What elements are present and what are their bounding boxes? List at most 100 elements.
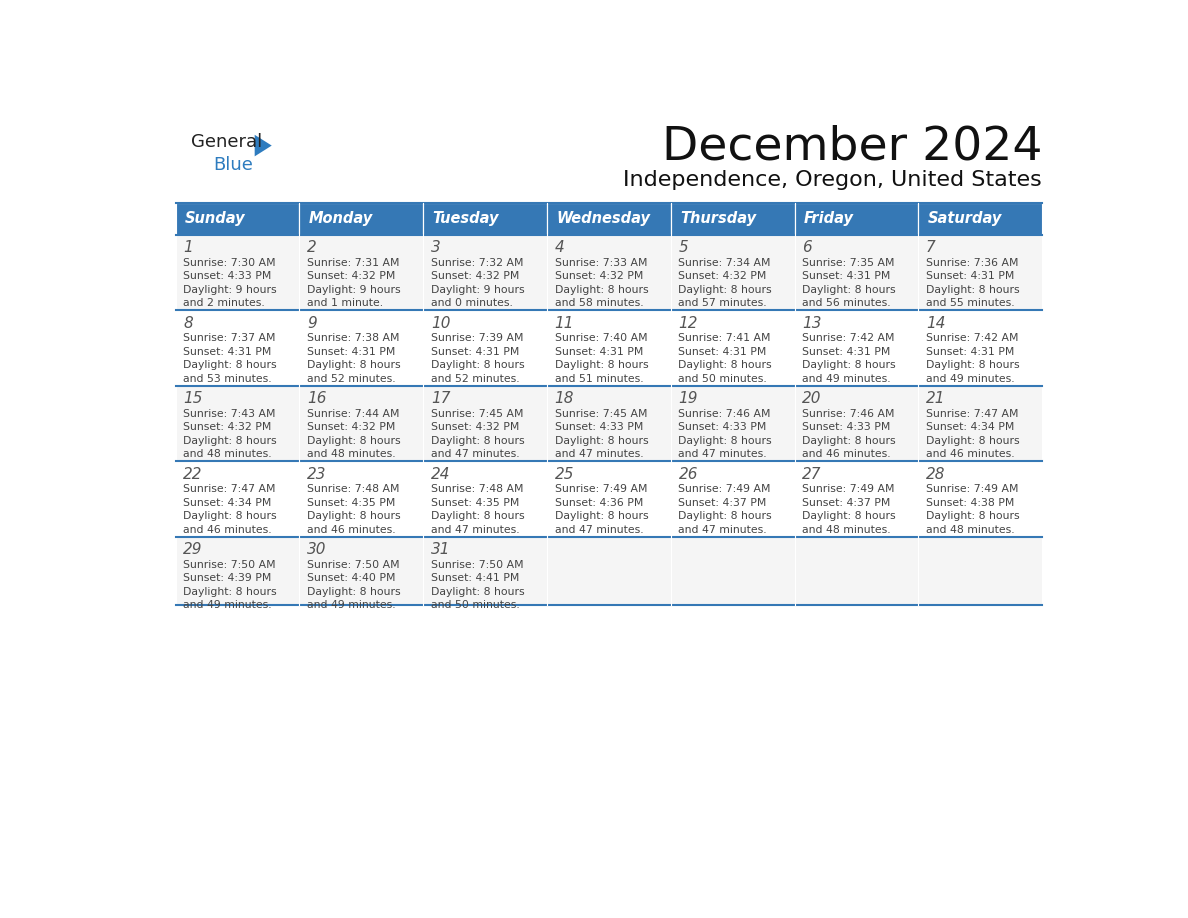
- Bar: [546, 310, 671, 386]
- Text: Daylight: 9 hours: Daylight: 9 hours: [308, 285, 400, 295]
- Text: Daylight: 8 hours: Daylight: 8 hours: [927, 436, 1019, 446]
- Text: and 0 minutes.: and 0 minutes.: [431, 298, 513, 308]
- Text: Sunday: Sunday: [185, 211, 246, 226]
- Text: Saturday: Saturday: [928, 211, 1001, 226]
- Bar: [918, 537, 1042, 604]
- Bar: [423, 537, 546, 604]
- Text: Sunrise: 7:36 AM: Sunrise: 7:36 AM: [927, 258, 1018, 268]
- Text: Sunset: 4:32 PM: Sunset: 4:32 PM: [431, 422, 519, 432]
- Text: Sunrise: 7:40 AM: Sunrise: 7:40 AM: [555, 333, 647, 343]
- Text: and 47 minutes.: and 47 minutes.: [555, 449, 644, 459]
- Text: and 49 minutes.: and 49 minutes.: [308, 600, 396, 610]
- Text: Sunrise: 7:46 AM: Sunrise: 7:46 AM: [678, 409, 771, 419]
- Text: Sunrise: 7:32 AM: Sunrise: 7:32 AM: [431, 258, 524, 268]
- Text: 15: 15: [183, 391, 203, 406]
- Bar: [176, 310, 299, 386]
- Text: and 46 minutes.: and 46 minutes.: [802, 449, 891, 459]
- Text: Daylight: 8 hours: Daylight: 8 hours: [183, 361, 277, 370]
- Text: and 46 minutes.: and 46 minutes.: [927, 449, 1015, 459]
- Bar: [795, 310, 918, 386]
- Bar: [918, 386, 1042, 461]
- Text: and 46 minutes.: and 46 minutes.: [183, 525, 272, 535]
- Text: 2: 2: [308, 241, 317, 255]
- Text: Daylight: 8 hours: Daylight: 8 hours: [555, 511, 649, 521]
- Text: and 57 minutes.: and 57 minutes.: [678, 298, 767, 308]
- Bar: [423, 386, 546, 461]
- Text: Sunset: 4:31 PM: Sunset: 4:31 PM: [308, 347, 396, 357]
- Text: Daylight: 9 hours: Daylight: 9 hours: [183, 285, 277, 295]
- Text: Daylight: 8 hours: Daylight: 8 hours: [802, 285, 896, 295]
- Text: Sunrise: 7:47 AM: Sunrise: 7:47 AM: [183, 485, 276, 495]
- Text: and 1 minute.: and 1 minute.: [308, 298, 384, 308]
- Bar: [795, 203, 918, 235]
- Text: and 2 minutes.: and 2 minutes.: [183, 298, 265, 308]
- Bar: [795, 537, 918, 604]
- Text: 27: 27: [802, 466, 822, 482]
- Text: Sunrise: 7:30 AM: Sunrise: 7:30 AM: [183, 258, 276, 268]
- Text: and 48 minutes.: and 48 minutes.: [183, 449, 272, 459]
- Text: 20: 20: [802, 391, 822, 406]
- Bar: [671, 310, 795, 386]
- Text: Daylight: 8 hours: Daylight: 8 hours: [183, 587, 277, 597]
- Text: Daylight: 8 hours: Daylight: 8 hours: [555, 285, 649, 295]
- Text: 18: 18: [555, 391, 574, 406]
- Text: Sunset: 4:38 PM: Sunset: 4:38 PM: [927, 498, 1015, 508]
- Text: Sunset: 4:31 PM: Sunset: 4:31 PM: [927, 347, 1015, 357]
- Text: Daylight: 8 hours: Daylight: 8 hours: [431, 436, 525, 446]
- Text: Sunset: 4:32 PM: Sunset: 4:32 PM: [678, 272, 767, 282]
- Text: Sunrise: 7:49 AM: Sunrise: 7:49 AM: [555, 485, 647, 495]
- Text: Daylight: 8 hours: Daylight: 8 hours: [183, 511, 277, 521]
- Text: Sunset: 4:33 PM: Sunset: 4:33 PM: [555, 422, 643, 432]
- Text: Sunrise: 7:37 AM: Sunrise: 7:37 AM: [183, 333, 276, 343]
- Bar: [176, 386, 299, 461]
- Text: Sunrise: 7:45 AM: Sunrise: 7:45 AM: [431, 409, 524, 419]
- Text: 13: 13: [802, 316, 822, 330]
- Text: and 49 minutes.: and 49 minutes.: [927, 374, 1015, 384]
- Text: 26: 26: [678, 466, 699, 482]
- Bar: [423, 203, 546, 235]
- Text: and 55 minutes.: and 55 minutes.: [927, 298, 1015, 308]
- Bar: [176, 461, 299, 537]
- Text: Sunrise: 7:50 AM: Sunrise: 7:50 AM: [308, 560, 400, 570]
- Text: and 52 minutes.: and 52 minutes.: [431, 374, 519, 384]
- Text: Sunset: 4:31 PM: Sunset: 4:31 PM: [802, 272, 891, 282]
- Text: Sunrise: 7:49 AM: Sunrise: 7:49 AM: [678, 485, 771, 495]
- Text: Daylight: 8 hours: Daylight: 8 hours: [678, 285, 772, 295]
- Bar: [795, 386, 918, 461]
- Text: Daylight: 8 hours: Daylight: 8 hours: [308, 587, 400, 597]
- Text: December 2024: December 2024: [662, 124, 1042, 169]
- Text: Daylight: 8 hours: Daylight: 8 hours: [927, 361, 1019, 370]
- Bar: [671, 203, 795, 235]
- Text: Sunrise: 7:33 AM: Sunrise: 7:33 AM: [555, 258, 647, 268]
- Text: Sunset: 4:34 PM: Sunset: 4:34 PM: [183, 498, 272, 508]
- Text: 30: 30: [308, 543, 327, 557]
- Text: 29: 29: [183, 543, 203, 557]
- Text: and 48 minutes.: and 48 minutes.: [802, 525, 891, 535]
- Text: Daylight: 8 hours: Daylight: 8 hours: [183, 436, 277, 446]
- Text: Sunrise: 7:50 AM: Sunrise: 7:50 AM: [183, 560, 276, 570]
- Text: Independence, Oregon, United States: Independence, Oregon, United States: [624, 170, 1042, 190]
- Text: Sunset: 4:33 PM: Sunset: 4:33 PM: [678, 422, 767, 432]
- Text: 3: 3: [431, 241, 441, 255]
- Text: Daylight: 8 hours: Daylight: 8 hours: [802, 511, 896, 521]
- Text: and 46 minutes.: and 46 minutes.: [308, 525, 396, 535]
- Text: Sunrise: 7:42 AM: Sunrise: 7:42 AM: [927, 333, 1018, 343]
- Bar: [423, 310, 546, 386]
- Text: Sunrise: 7:49 AM: Sunrise: 7:49 AM: [802, 485, 895, 495]
- Text: Daylight: 8 hours: Daylight: 8 hours: [927, 285, 1019, 295]
- Text: and 48 minutes.: and 48 minutes.: [308, 449, 396, 459]
- Bar: [546, 235, 671, 310]
- Text: 5: 5: [678, 241, 688, 255]
- Text: Sunrise: 7:48 AM: Sunrise: 7:48 AM: [431, 485, 524, 495]
- Text: Sunrise: 7:34 AM: Sunrise: 7:34 AM: [678, 258, 771, 268]
- Text: Sunrise: 7:43 AM: Sunrise: 7:43 AM: [183, 409, 276, 419]
- Text: 16: 16: [308, 391, 327, 406]
- Text: Sunset: 4:39 PM: Sunset: 4:39 PM: [183, 574, 272, 583]
- Text: Sunset: 4:41 PM: Sunset: 4:41 PM: [431, 574, 519, 583]
- Text: Daylight: 8 hours: Daylight: 8 hours: [802, 436, 896, 446]
- Text: Sunrise: 7:45 AM: Sunrise: 7:45 AM: [555, 409, 647, 419]
- Bar: [671, 537, 795, 604]
- Text: Sunset: 4:31 PM: Sunset: 4:31 PM: [431, 347, 519, 357]
- Bar: [299, 235, 423, 310]
- Text: 10: 10: [431, 316, 450, 330]
